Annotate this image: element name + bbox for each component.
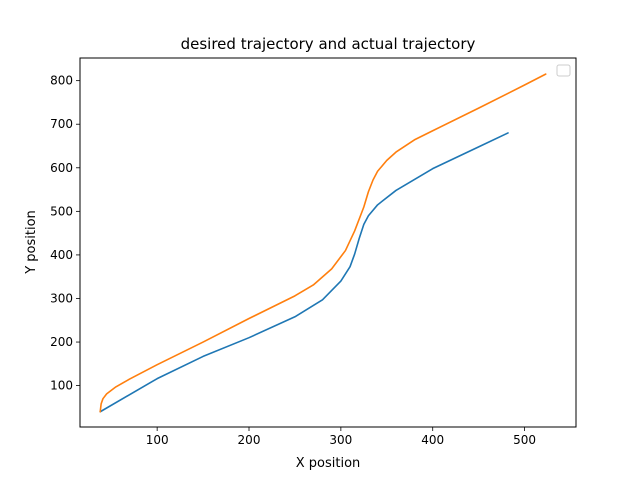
x-tick-label: 500: [513, 433, 536, 447]
y-tick-label: 700: [50, 117, 73, 131]
x-tick-label: 300: [329, 433, 352, 447]
y-axis-label: Y position: [24, 210, 39, 275]
y-tick-label: 300: [50, 291, 73, 305]
legend-box: [556, 64, 571, 77]
y-tick-label: 200: [50, 335, 73, 349]
x-tick-label: 100: [146, 433, 169, 447]
plot-area-frame: [79, 57, 577, 428]
y-tick-label: 800: [50, 74, 73, 88]
x-tick-label: 400: [421, 433, 444, 447]
series-line-desired: [99, 132, 509, 413]
y-tick-label: 600: [50, 161, 73, 175]
y-tick-label: 500: [50, 204, 73, 218]
x-axis-label: X position: [296, 456, 361, 471]
series-line-actual: [99, 73, 547, 413]
y-axis-ticks: 100 200 300 400 500 600 700 800: [50, 74, 80, 393]
y-tick-label: 400: [50, 248, 73, 262]
x-axis-ticks: 100 200 300 400 500: [146, 427, 536, 447]
y-tick-label: 100: [50, 379, 73, 393]
x-tick-label: 200: [238, 433, 261, 447]
series-layer: [99, 73, 547, 413]
chart-title: desired trajectory and actual trajectory: [181, 35, 476, 53]
